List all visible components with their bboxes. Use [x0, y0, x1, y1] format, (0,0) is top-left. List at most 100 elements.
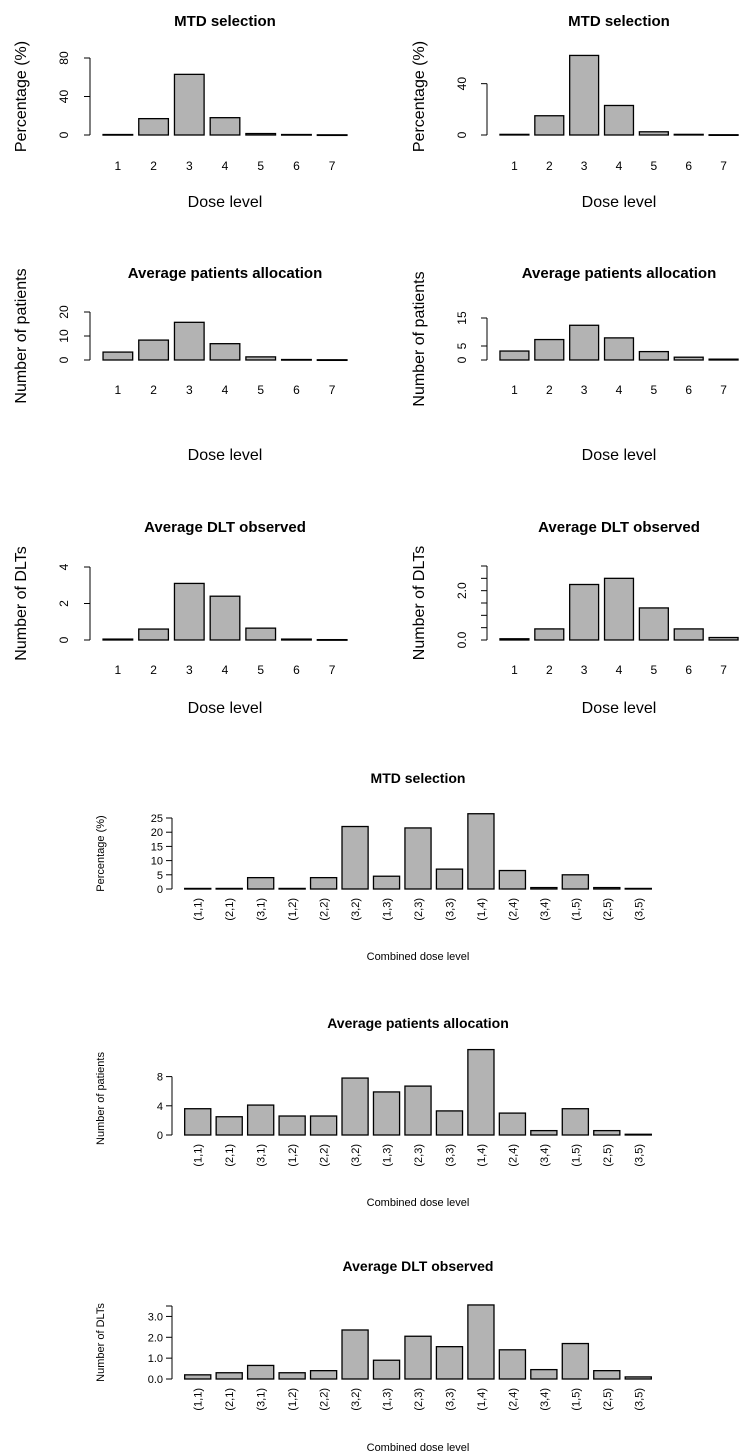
- bar-(2,3): [404, 1085, 432, 1136]
- bar-3: [173, 73, 205, 136]
- x-tick-label: (2,1): [224, 1144, 236, 1167]
- y-tick-label: 10: [151, 856, 163, 868]
- x-tick-label: (3,4): [539, 1388, 551, 1411]
- x-tick-label: (1,1): [193, 1388, 205, 1411]
- y-axis-label: Percentage (%): [411, 41, 428, 152]
- bar-(2,2): [309, 1370, 338, 1380]
- bar-(3,5): [624, 1133, 652, 1136]
- y-tick-label: 20: [151, 827, 163, 839]
- bar-5: [245, 132, 277, 136]
- x-tick-label: (3,3): [444, 1388, 456, 1411]
- y-tick-label: 15: [151, 841, 163, 853]
- x-tick-label: (3,5): [633, 1388, 645, 1411]
- y-tick-label: 8: [157, 1072, 163, 1084]
- x-tick-label: 6: [293, 663, 300, 677]
- y-tick-label: 0: [57, 356, 71, 363]
- chart-title: MTD selection: [371, 770, 466, 786]
- x-tick-label: 1: [115, 663, 122, 677]
- bar-6: [280, 638, 312, 641]
- x-tick-label: (2,3): [413, 1144, 425, 1167]
- bar-1: [102, 133, 134, 136]
- bar-(3,2): [341, 1329, 369, 1380]
- chart-alloc-left: Average patients allocation 1 2 3 4 5 6 7 0 10 20 D…: [13, 265, 348, 464]
- x-tick-label: (2,5): [602, 898, 614, 921]
- chart-combo-dlt: Average DLT observed (1,1) (2,1) (3,1) (1,2)…: [95, 1258, 652, 1454]
- x-tick-label: 4: [222, 159, 229, 173]
- bar-3: [569, 54, 600, 136]
- bar-2: [138, 628, 170, 641]
- x-tick-label: 2: [150, 383, 157, 397]
- bar-(1,4): [467, 813, 495, 890]
- y-tick-label: 0: [157, 1130, 163, 1142]
- x-tick-label: (2,5): [602, 1388, 614, 1411]
- x-tick-label: (2,3): [413, 1388, 425, 1411]
- chart-title: Average DLT observed: [538, 519, 700, 536]
- x-tick-label: 3: [581, 383, 588, 397]
- y-tick-label: 20: [57, 305, 71, 319]
- x-tick-label: (3,2): [350, 1388, 362, 1411]
- bar-3: [569, 324, 600, 361]
- y-tick-label: 10: [57, 329, 71, 343]
- bar-6: [673, 356, 704, 361]
- x-tick-label: 7: [329, 159, 336, 173]
- x-tick-label: (3,4): [539, 898, 551, 921]
- chart-dlt-right: Average DLT observed 1 2 3 4 5 6 7 0.0 2.0 Dose le…: [411, 519, 739, 717]
- y-axis-label: Percentage (%): [13, 41, 30, 152]
- bar-(2,4): [498, 1112, 527, 1136]
- y-tick-label: 4: [157, 1101, 163, 1113]
- x-tick-label: (1,4): [476, 1144, 488, 1167]
- x-tick-label: (3,3): [444, 1144, 456, 1167]
- bar-(1,3): [372, 1091, 401, 1136]
- y-tick-label: 3.0: [148, 1311, 163, 1323]
- x-axis-label: Combined dose level: [367, 951, 470, 963]
- x-tick-label: (1,5): [570, 898, 582, 921]
- bar-1: [102, 351, 134, 361]
- x-tick-label: 5: [257, 159, 264, 173]
- x-tick-label: (1,1): [193, 1144, 205, 1167]
- chart-combo-mtd: MTD selection (1,1) (2,1) (3,1) (1,2) (2,2) (3…: [95, 770, 652, 963]
- bar-(1,3): [372, 1359, 401, 1380]
- bar-(3,4): [530, 1129, 558, 1136]
- bar-3: [173, 321, 205, 361]
- bar-(2,2): [309, 1115, 338, 1136]
- x-tick-label: (3,3): [444, 898, 456, 921]
- chart-title: Average patients allocation: [128, 265, 323, 282]
- bar-7: [316, 359, 348, 362]
- x-tick-label: 2: [546, 663, 553, 677]
- x-tick-label: 2: [546, 383, 553, 397]
- y-tick-label: 2: [57, 600, 71, 607]
- x-tick-label: 3: [186, 159, 193, 173]
- x-tick-label: (2,3): [413, 898, 425, 921]
- y-axis-label: Number of DLTs: [95, 1303, 107, 1382]
- x-tick-label: 7: [720, 383, 727, 397]
- x-tick-label: 3: [581, 663, 588, 677]
- chart-title: Average DLT observed: [343, 1258, 494, 1274]
- x-tick-label: 7: [329, 663, 336, 677]
- bar-4: [603, 337, 635, 361]
- bar-6: [673, 628, 704, 641]
- bar-7: [708, 358, 739, 361]
- bar-(2,5): [593, 1129, 621, 1136]
- y-tick-label: 1.0: [148, 1353, 163, 1365]
- x-tick-label: 6: [293, 159, 300, 173]
- x-tick-label: (3,5): [633, 898, 645, 921]
- x-tick-label: (2,4): [507, 1388, 519, 1411]
- x-tick-label: (2,4): [507, 898, 519, 921]
- x-tick-label: 1: [115, 383, 122, 397]
- y-tick-label: 0.0: [148, 1374, 163, 1386]
- bar-(1,1): [184, 1108, 212, 1136]
- bar-5: [245, 627, 277, 641]
- bar-4: [209, 117, 241, 136]
- y-axis-label: Number of DLTs: [13, 546, 30, 660]
- x-tick-label: (2,1): [224, 898, 236, 921]
- bar-2: [534, 628, 565, 641]
- x-tick-label: 2: [150, 663, 157, 677]
- x-tick-label: (3,5): [633, 1144, 645, 1167]
- x-axis-label: Dose level: [188, 194, 263, 211]
- x-tick-label: (3,2): [350, 1144, 362, 1167]
- bar-5: [638, 131, 669, 136]
- y-axis-label: Number of patients: [13, 268, 30, 403]
- bar-2: [138, 339, 170, 361]
- y-tick-label: 0: [157, 884, 163, 896]
- x-tick-label: 4: [616, 663, 623, 677]
